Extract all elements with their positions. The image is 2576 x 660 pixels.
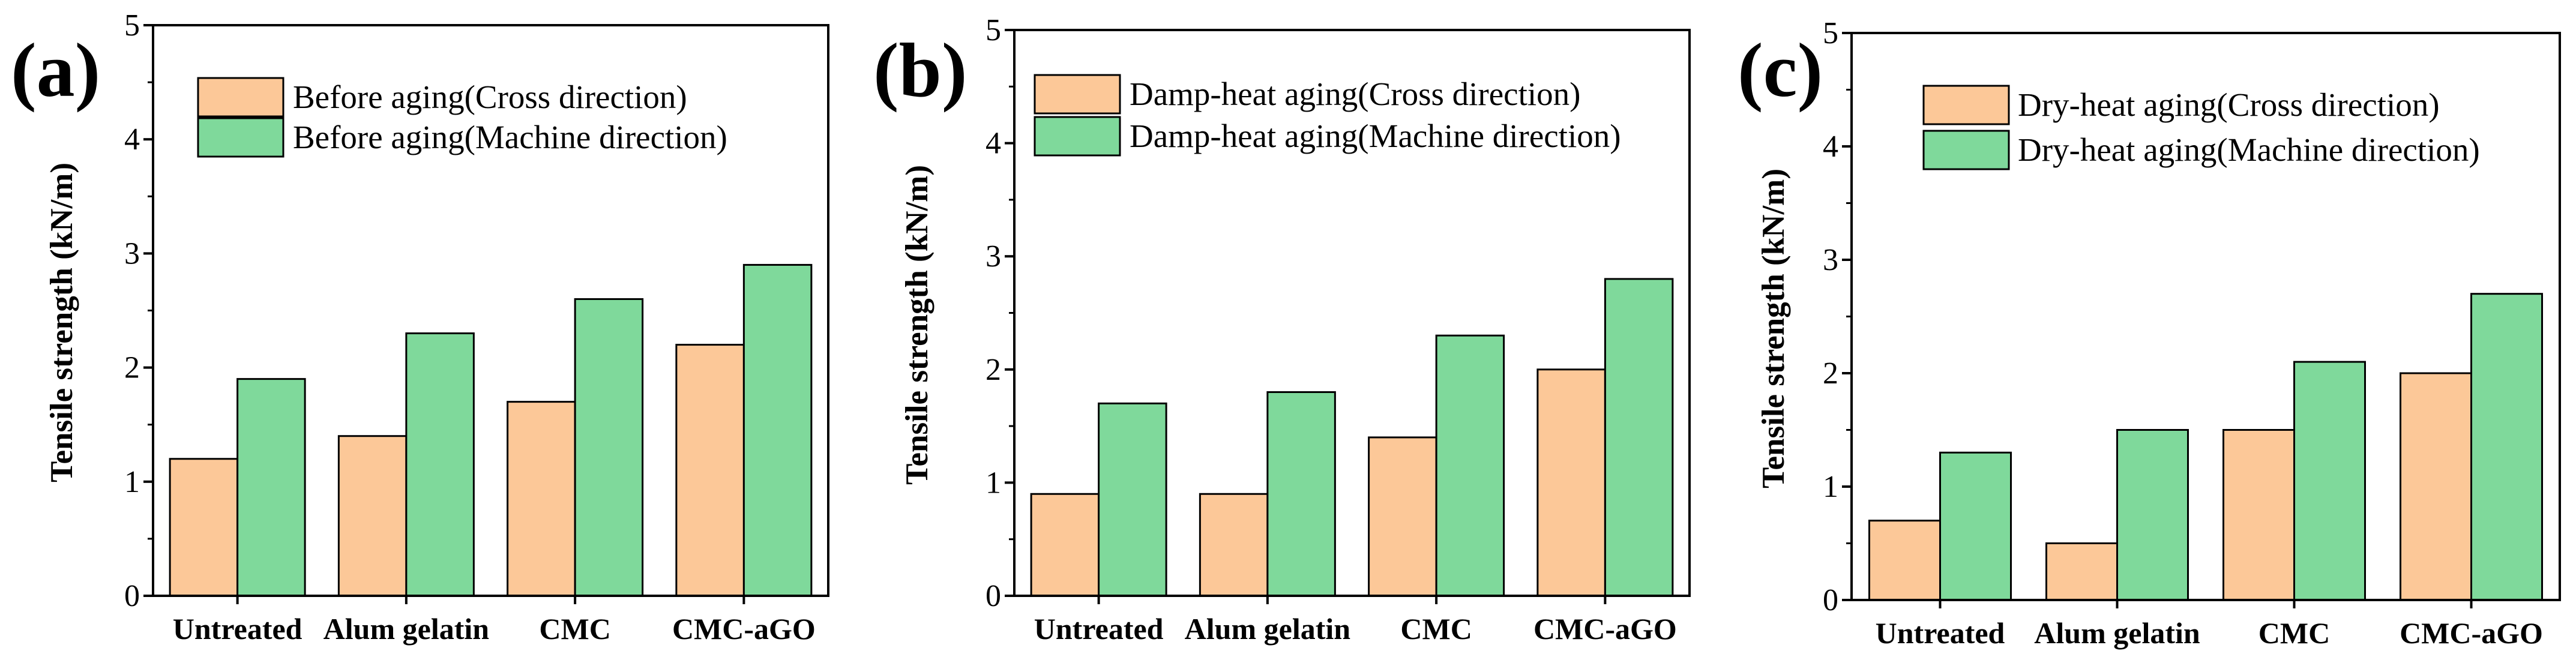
bar-cross-untreated [1030,493,1100,597]
bar-cross-alum-gelatin [2045,542,2118,601]
legend-swatch-machine [1922,130,2010,170]
bar-cross-untreated [169,458,239,597]
x-category-label: CMC-aGO [672,612,816,646]
legend-label: Before aging(Machine direction) [293,119,727,155]
bar-machine-alum-gelatin [1266,391,1336,597]
bar-machine-untreated [1939,451,2012,601]
legend: Before aging(Cross direction) Before agin… [197,77,727,158]
legend-swatch-cross [1922,85,2010,125]
x-category-label: Untreated [1876,616,2005,650]
bar-cross-cmc-ago [1536,368,1606,597]
legend-swatch-machine [197,117,284,158]
y-tick-label: 3 [1823,243,1838,277]
legend-swatch-cross [197,77,284,118]
x-category-label: CMC-aGO [1533,612,1677,646]
bar-machine-cmc-ago [1604,278,1674,597]
y-tick-label: 2 [1823,356,1838,391]
legend-swatch-cross [1034,74,1121,115]
bar-machine-alum-gelatin [2116,429,2189,601]
x-category-label: CMC [1400,612,1472,646]
panel-label: (c) [1738,28,1823,113]
bar-cross-untreated [1868,520,1941,601]
bar-machine-cmc [574,298,644,597]
x-category-label: CMC [539,612,610,646]
legend: Dry-heat aging(Cross direction) Dry-heat … [1922,85,2480,170]
bar-machine-untreated [236,378,306,597]
x-category-label: Alum gelatin [324,612,490,646]
y-tick-label: 0 [986,579,1001,613]
y-tick-label: 1 [1823,470,1838,504]
bar-cross-cmc [507,401,576,597]
bar-machine-cmc [2293,361,2366,601]
bar-machine-alum-gelatin [405,332,475,597]
bar-cross-cmc [2222,429,2295,601]
x-category-label: Untreated [173,612,302,646]
panel-label: (a) [11,28,100,113]
y-tick-label: 3 [124,236,140,271]
x-category-label: Untreated [1034,612,1164,646]
bar-cross-alum-gelatin [1199,493,1269,597]
y-tick-label: 4 [1823,130,1838,164]
y-tick-label: 1 [986,466,1001,500]
legend-label: Dry-heat aging(Cross direction) [2018,86,2440,123]
chart-panel-3: 0 1 2 3 4 5 Untreated Alum gelatin CMC CMC-aGO Ten… [1738,16,2561,650]
legend: Damp-heat aging(Cross direction) Damp-hea… [1034,74,1621,157]
bar-cross-cmc-ago [2400,372,2472,601]
x-category-label: CMC [2259,616,2330,650]
y-tick-label: 0 [1823,583,1838,617]
y-axis-title: Tensile strength (kN/m) [900,165,934,485]
bar-machine-untreated [1098,402,1167,597]
x-category-label: CMC-aGO [2400,616,2543,650]
y-tick-label: 3 [986,239,1001,274]
bar-cross-cmc-ago [675,344,745,597]
bar-machine-cmc [1435,334,1505,597]
y-tick-label: 2 [986,353,1001,387]
chart-panel-2: 0 1 2 3 4 5 Untreated Alum gelatin CMC CMC-aGO Ten… [873,13,1691,646]
y-tick-label: 5 [986,13,1001,47]
legend-label: Damp-heat aging(Machine direction) [1130,118,1621,154]
y-tick-label: 2 [124,351,140,385]
panel-label: (b) [873,28,967,113]
y-axis-title: Tensile strength (kN/m) [44,163,79,482]
x-category-label: Alum gelatin [2034,616,2200,650]
legend-label: Dry-heat aging(Machine direction) [2018,131,2480,168]
y-tick-label: 4 [124,122,140,157]
bar-machine-cmc-ago [2470,293,2543,601]
y-tick-label: 4 [986,127,1001,161]
y-axis-title: Tensile strength (kN/m) [1756,169,1791,488]
y-tick-label: 5 [1823,16,1838,50]
y-tick-label: 0 [124,579,140,613]
bar-cross-alum-gelatin [337,435,408,597]
legend-label: Before aging(Cross direction) [293,79,687,115]
y-tick-label: 1 [124,465,140,499]
x-category-label: Alum gelatin [1185,612,1351,646]
bar-machine-cmc-ago [742,263,813,597]
chart-panel-1: 0 1 2 3 4 5 Untreated Alum gelatin CMC CMC-aGO Ten… [11,8,829,646]
legend-swatch-machine [1034,116,1121,157]
bar-cross-cmc [1368,436,1437,597]
y-tick-label: 5 [124,8,140,43]
legend-label: Damp-heat aging(Cross direction) [1130,76,1580,112]
